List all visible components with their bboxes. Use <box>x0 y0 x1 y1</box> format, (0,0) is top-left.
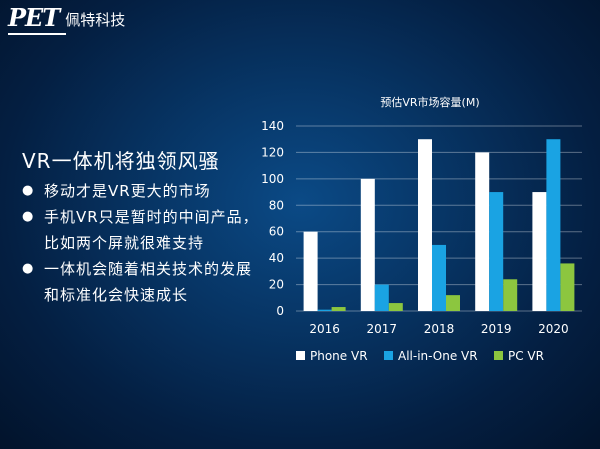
bar-all-in-one-vr <box>546 139 561 311</box>
bar-phone-vr <box>532 192 547 311</box>
bullet-list: 移动才是VR更大的市场 手机VR只是暂时的中间产品，比如两个屏就很难支持 一体机… <box>22 178 262 308</box>
bullet-item: 一体机会随着相关技术的发展和标准化会快速成长 <box>22 256 262 308</box>
bar-phone-vr <box>303 231 318 311</box>
y-tick-label: 60 <box>269 225 284 239</box>
legend-label: PC VR <box>508 349 544 363</box>
bar-all-in-one-vr <box>432 244 446 311</box>
y-tick-label: 80 <box>269 198 284 212</box>
bar-phone-vr <box>475 152 490 311</box>
bar-pc-vr <box>503 279 518 311</box>
y-tick-label: 0 <box>276 304 284 318</box>
x-tick-label: 2020 <box>538 322 569 336</box>
x-tick-label: 2018 <box>424 322 455 336</box>
bar-pc-vr <box>331 307 346 311</box>
slide-heading: VR一体机将独领风骚 <box>22 149 220 173</box>
bar-pc-vr <box>446 295 460 311</box>
x-tick-label: 2016 <box>309 322 340 336</box>
x-tick-label: 2019 <box>481 322 512 336</box>
bar-all-in-one-vr <box>317 309 332 311</box>
bar-pc-vr <box>560 263 575 311</box>
y-tick-label: 20 <box>269 278 284 292</box>
company-logo: PET 佩特科技 <box>8 6 125 30</box>
bullet-item: 手机VR只是暂时的中间产品，比如两个屏就很难支持 <box>22 204 262 256</box>
legend-swatch <box>384 351 393 360</box>
chart-title: 预估VR市场容量(M) <box>380 95 479 109</box>
y-tick-label: 140 <box>261 119 284 133</box>
legend-label: Phone VR <box>310 349 368 363</box>
bullet-item: 移动才是VR更大的市场 <box>22 178 262 204</box>
legend-label: All-in-One VR <box>398 349 478 363</box>
y-tick-label: 100 <box>261 172 284 186</box>
bar-all-in-one-vr <box>374 284 389 311</box>
legend-swatch <box>494 351 503 360</box>
legend-swatch <box>296 351 305 360</box>
bar-phone-vr <box>360 178 375 311</box>
x-tick-label: 2017 <box>367 322 398 336</box>
y-tick-label: 40 <box>269 251 284 265</box>
logo-underline <box>8 33 66 35</box>
y-tick-label: 120 <box>261 145 284 159</box>
company-name: 佩特科技 <box>65 11 126 29</box>
bar-all-in-one-vr <box>489 192 504 311</box>
bar-phone-vr <box>418 139 432 311</box>
bar-pc-vr <box>388 303 403 311</box>
logo-mark: PET <box>8 3 60 32</box>
